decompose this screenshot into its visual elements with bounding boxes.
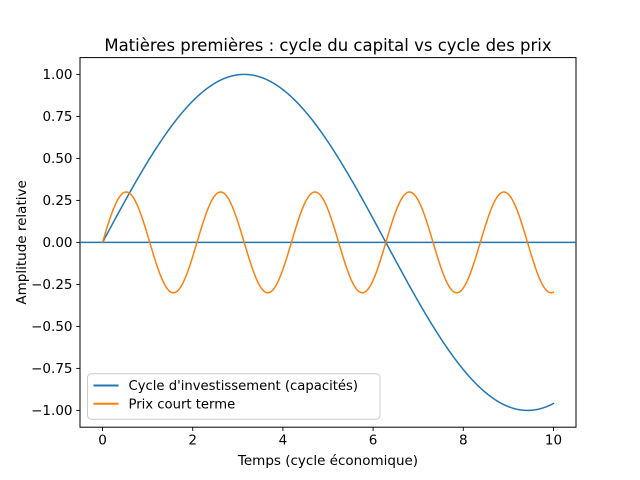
legend-label: Prix court terme (129, 397, 236, 412)
x-tick-label: 0 (98, 433, 107, 449)
y-axis-ticks: 1.00 0.75 0.50 0.25 0.00 −0.25 −0.50 −0.75 −1.00 (31, 67, 80, 419)
chart-title: Matières premières : cycle du capital vs… (104, 36, 552, 55)
y-tick-label: 0.50 (42, 151, 72, 167)
y-tick-label: 0.00 (42, 235, 72, 251)
x-tick-label: 8 (459, 433, 468, 449)
y-tick-label: −0.75 (31, 361, 72, 377)
y-axis-label: Amplitude relative (14, 180, 30, 304)
y-tick-label: 1.00 (42, 67, 72, 83)
x-tick-label: 10 (545, 433, 562, 449)
x-tick-label: 2 (188, 433, 197, 449)
y-tick-label: −0.50 (31, 319, 72, 335)
x-tick-label: 4 (279, 433, 288, 449)
legend-label: Cycle d'investissement (capacités) (129, 378, 359, 394)
legend: Cycle d'investissement (capacités) Prix c… (87, 373, 381, 420)
x-axis-label: Temps (cycle économique) (237, 453, 418, 469)
y-tick-label: 0.25 (42, 193, 72, 209)
y-tick-label: −0.25 (31, 277, 72, 293)
series-line-0 (101, 73, 555, 412)
y-tick-label: −1.00 (31, 403, 72, 419)
plot-series-group (101, 73, 555, 412)
x-tick-label: 6 (369, 433, 378, 449)
y-tick-label: 0.75 (42, 109, 72, 125)
x-axis-ticks: 0 2 4 6 8 10 (98, 427, 562, 449)
series-line-1 (101, 191, 555, 294)
legend-box (87, 373, 381, 420)
